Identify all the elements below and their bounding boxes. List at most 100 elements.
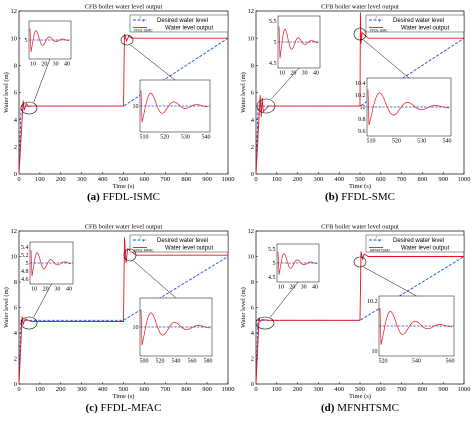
inset-y-tick: 4.5	[269, 61, 277, 67]
inset-y-tick: 5	[26, 261, 29, 267]
chart-title: CFB boiler water level output	[85, 4, 163, 11]
legend-box	[365, 14, 465, 33]
x-tick-label: 300	[314, 386, 324, 393]
x-tick-label: 600	[376, 386, 386, 393]
x-tick-label: 200	[56, 386, 66, 393]
x-tick-label: 500	[355, 386, 365, 393]
inset-output-line	[278, 26, 319, 59]
inset-1: 10 20 30 40 5	[25, 20, 72, 103]
x-tick-label: 900	[202, 176, 212, 183]
inset-x-tick: 30	[302, 71, 308, 77]
inset-y-tick: 10.2	[355, 93, 366, 99]
inset-x-tick: 540	[172, 359, 181, 365]
zoom-circle	[256, 98, 276, 114]
inset-x-tick: 580	[204, 359, 213, 365]
inset-y-tick: 4.8	[21, 269, 29, 275]
y-tick-label: 4	[14, 330, 18, 337]
legend-symbol: l	[376, 16, 377, 20]
y-tick-label: 2	[14, 144, 17, 151]
x-tick-label: 700	[160, 386, 170, 393]
y-tick-label: 6	[251, 305, 255, 312]
inset-x-tick: 20	[290, 71, 296, 77]
x-tick-label: 0	[254, 176, 257, 183]
zoom-circle	[120, 34, 134, 46]
y-axis-label: Water level (m)	[3, 287, 10, 328]
inset-y-tick: 5.4	[21, 245, 29, 251]
inset-x-tick: 520	[160, 135, 169, 141]
inset-1: 10 20 30 40 5.5 5 4.5	[268, 243, 320, 318]
inset-x-tick: 560	[446, 359, 455, 365]
inset-y-tick: 10	[133, 104, 139, 110]
inset-x-tick: 520	[156, 359, 165, 365]
inset-output-line	[277, 251, 318, 275]
legend-symbol: l	[376, 236, 377, 240]
x-axis-label: Time (s)	[113, 183, 135, 190]
inset-x-tick: 20	[43, 287, 49, 293]
caption-label: (c)	[86, 402, 99, 414]
x-tick-label: 200	[56, 176, 66, 183]
inset-x-tick: 10	[30, 62, 36, 68]
inset-connector	[363, 39, 410, 79]
inset-2: 510 520 530 540 10.4 10.2 10 9.8 9.6	[355, 39, 452, 145]
zoom-circle	[123, 248, 137, 262]
inset-connector	[270, 281, 299, 318]
inset-y-tick: 10	[372, 349, 378, 355]
x-tick-label: 400	[334, 176, 344, 183]
inset-output-line	[140, 309, 211, 346]
x-tick-label: 0	[17, 386, 20, 393]
inset-x-tick: 530	[417, 139, 426, 145]
x-tick-label: 900	[202, 386, 212, 393]
x-tick-label: 200	[293, 386, 303, 393]
y-tick-label: 8	[14, 279, 17, 286]
y-tick-label: 10	[248, 35, 255, 42]
caption-text: FFDL-SMC	[338, 191, 395, 203]
inset-2: 510 520 530 540 10	[130, 44, 211, 141]
y-tick-label: 12	[11, 228, 18, 235]
y-tick-label: 0	[251, 171, 254, 178]
x-tick-label: 100	[35, 386, 45, 393]
panel-caption: (d) MFNHTSMC	[321, 402, 399, 414]
inset-x-tick: 530	[181, 135, 190, 141]
x-axis-label: Time (s)	[113, 393, 135, 400]
x-tick-label: 0	[254, 386, 257, 393]
y-tick-label: 12	[248, 228, 255, 235]
inset-x-tick: 20	[289, 285, 295, 291]
y-tick-label: 12	[248, 8, 255, 15]
inset-y-tick: 5.5	[269, 19, 277, 25]
y-tick-label: 6	[251, 90, 255, 97]
y-tick-label: 2	[251, 356, 254, 363]
y-tick-label: 6	[14, 90, 18, 97]
panel-caption: (b) FFDL-SMC	[325, 191, 395, 203]
x-tick-label: 700	[160, 176, 170, 183]
series-line-output	[255, 12, 464, 175]
x-tick-label: 800	[181, 386, 191, 393]
legend-box	[129, 14, 229, 33]
y-tick-label: 2	[14, 356, 17, 363]
x-tick-label: 700	[397, 176, 407, 183]
x-axis-label: Time (s)	[349, 183, 371, 190]
chart-title: CFB boiler water level output	[321, 4, 399, 11]
y-tick-label: 8	[251, 63, 254, 70]
inset-x-tick: 560	[188, 359, 197, 365]
inset-connector	[363, 266, 417, 297]
inset-y-tick: 10.4	[355, 81, 366, 87]
x-tick-label: 1000	[458, 386, 471, 393]
caption-label: (a)	[87, 191, 100, 203]
inset-x-tick: 500	[140, 359, 149, 365]
x-tick-label: 1000	[458, 176, 471, 183]
legend-box	[365, 234, 465, 253]
inset-x-tick: 30	[53, 62, 59, 68]
inset-y-tick: 5	[273, 261, 276, 267]
y-tick-label: 0	[14, 381, 17, 388]
legend-sub-2: FFDL-MFAC	[134, 248, 154, 252]
legend-label-2: Water level output	[401, 26, 449, 32]
inset-y-tick: 5.2	[21, 253, 29, 259]
inset-y-tick: 4.5	[268, 275, 276, 281]
inset-connector	[130, 44, 176, 81]
